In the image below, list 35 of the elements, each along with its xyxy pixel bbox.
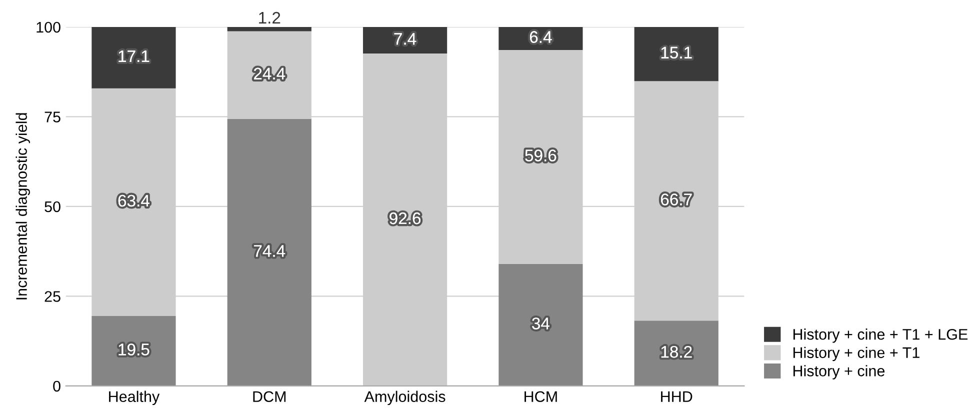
x-tick-label: Healthy [109,390,160,406]
legend-label: History + cine + T1 + LGE [793,328,968,343]
bar [634,320,718,386]
data-label: 19.5 [118,344,150,356]
bar [498,264,583,386]
legend-label: History + cine + T1 [793,346,920,362]
y-tick-label: 50 [44,201,60,212]
bar [227,26,312,32]
data-label: 59.6 [525,150,556,162]
data-label: 17.1 [118,50,150,62]
data-label: 34 [532,318,550,330]
bar [227,118,312,386]
data-label: 63.4 [118,194,150,207]
bar [92,316,176,386]
y-tick-label: 0 [53,380,60,392]
data-label: 6.4 [530,31,552,43]
y-tick-label: 75 [44,112,60,122]
y-tick-label: 100 [36,22,60,33]
bar [92,26,176,88]
x-tick-label: HCM [524,391,557,402]
data-label: 66.7 [660,194,692,206]
data-label: 92.6 [390,212,421,224]
data-label: 74.4 [254,245,286,257]
bar [634,26,718,82]
data-label: 24.4 [254,68,286,80]
y-tick-label: 25 [44,291,60,302]
x-tick-label: HHD [661,391,692,402]
data-label: 15.1 [661,46,692,59]
legend-label: History + cine [793,365,885,380]
data-label: 7.4 [394,33,416,45]
data-label: 18.2 [661,346,692,358]
data-label: 1.2 [259,12,280,24]
x-tick-label: Amyloidosis [364,390,446,406]
x-tick-label: DCM [253,391,286,402]
y-axis-title: Incremental diagnostic yield [16,113,30,300]
